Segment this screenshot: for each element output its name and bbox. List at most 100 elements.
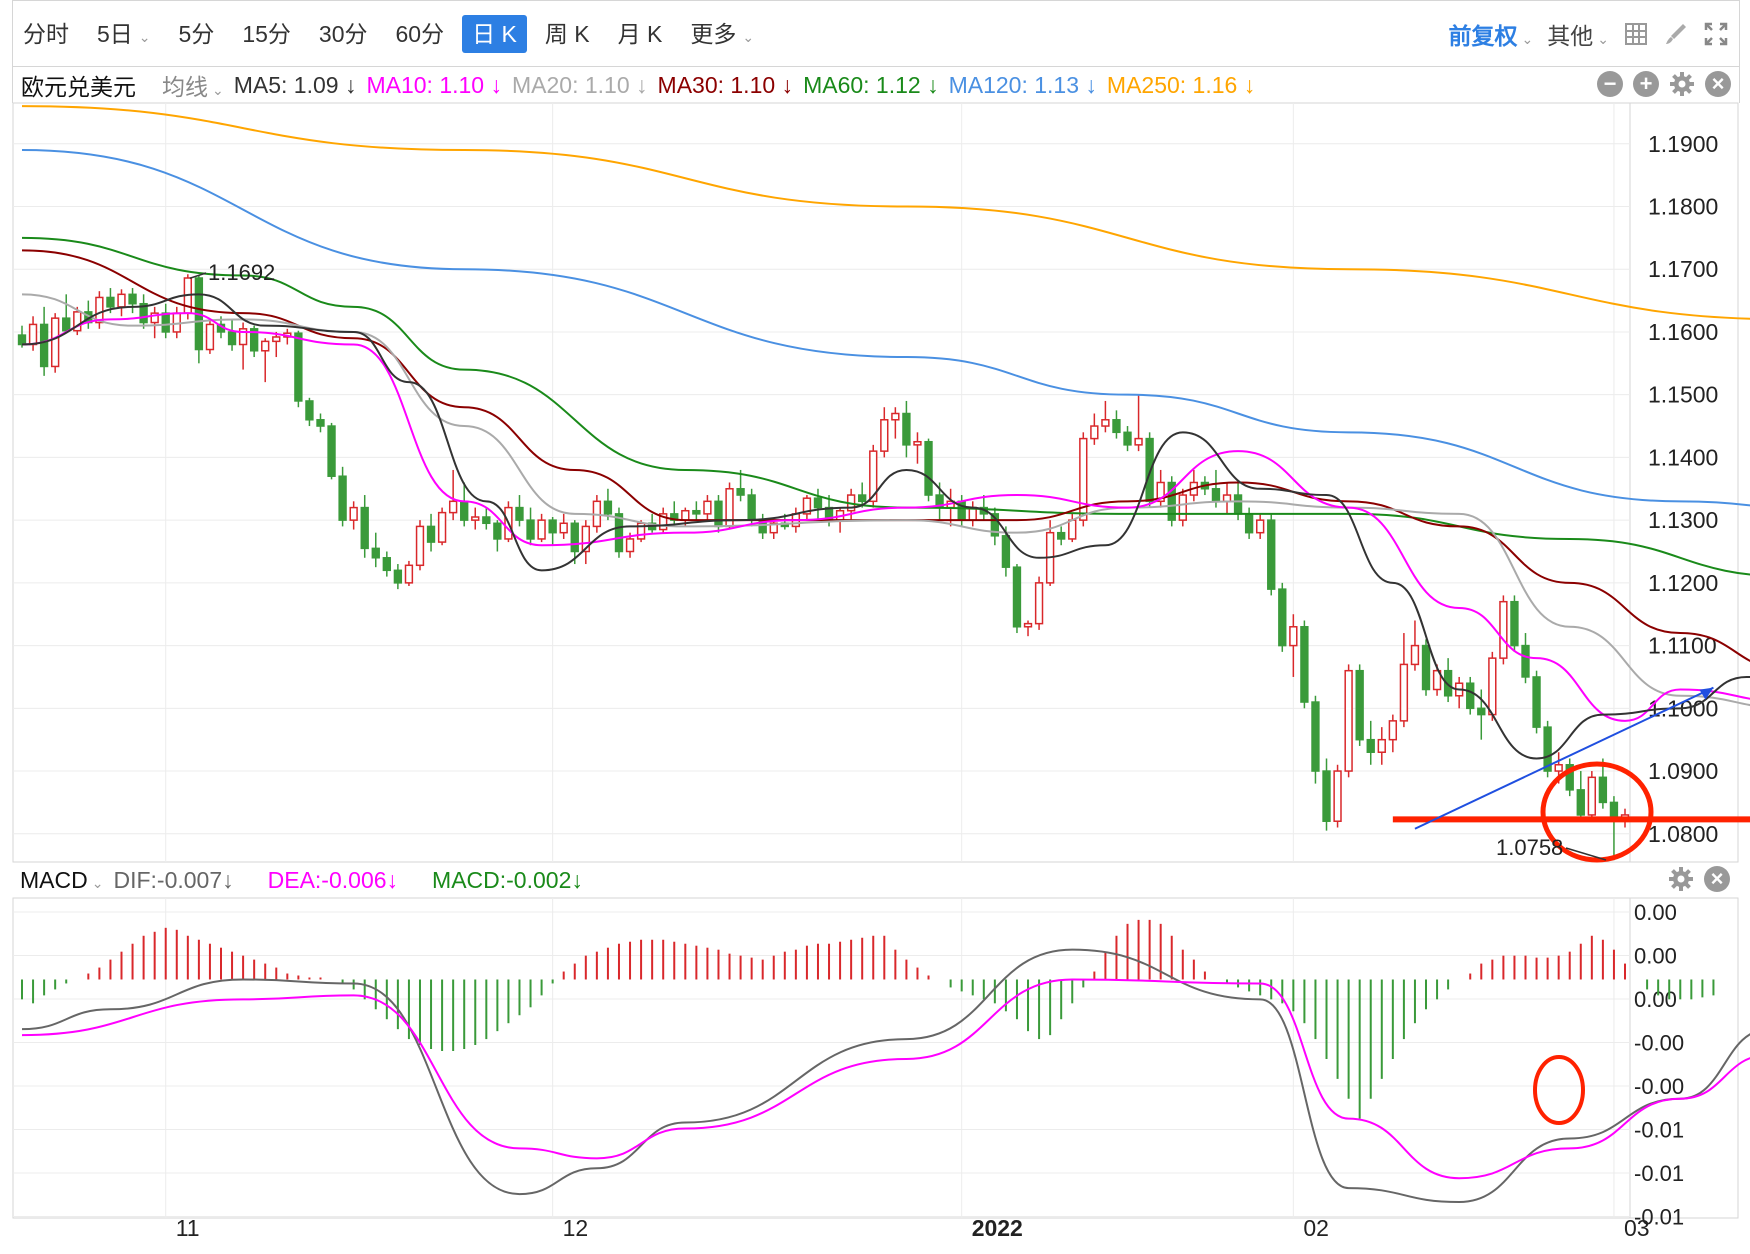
candle-body	[515, 506, 524, 521]
ma-line-ma30	[21, 249, 1750, 663]
candle-body	[316, 419, 325, 427]
candle-body	[460, 500, 469, 521]
candle-body	[338, 475, 347, 521]
macd-tick-label: -0.01	[1634, 1161, 1684, 1186]
price-tick-label: 1.1500	[1648, 382, 1718, 408]
plus-icon[interactable]: +	[1633, 71, 1659, 97]
candle-body	[1167, 481, 1176, 521]
adjust-dropdown[interactable]: 前复权 ⌄	[1449, 17, 1534, 51]
ma-legend-item: MA120: 1.13 ↓	[948, 71, 1097, 98]
candle-body	[139, 302, 148, 324]
candle-body	[891, 412, 900, 421]
dif-value: DIF:-0.007↓	[113, 866, 234, 893]
candle-body	[548, 519, 557, 534]
dif-line	[21, 948, 1750, 1204]
brush-icon[interactable]	[1663, 21, 1689, 47]
tab-5[interactable]: 60分	[386, 15, 455, 53]
macd-legend: MACD ⌄ DIF:-0.007↓ DEA:-0.006↓ MACD:-0.00…	[12, 862, 1738, 898]
tab-6[interactable]: 日 K	[462, 15, 527, 53]
candle-body	[294, 332, 303, 402]
candle-body	[1034, 582, 1044, 625]
candle-body	[1499, 600, 1508, 659]
tab-label: 30分	[318, 21, 368, 47]
gear-icon[interactable]	[1668, 866, 1694, 892]
ma-line-ma10	[21, 312, 1750, 722]
tab-label: 5日	[97, 21, 133, 47]
tab-4[interactable]: 30分	[309, 15, 378, 53]
candle-body	[161, 312, 170, 333]
candle-body	[305, 400, 314, 421]
candle-body	[1443, 669, 1453, 697]
candle-body	[736, 488, 745, 496]
candle-body	[747, 494, 756, 521]
candle-body	[1289, 626, 1298, 647]
candle-body	[493, 522, 502, 540]
candle-body	[28, 323, 38, 346]
macd-panel-frame	[12, 897, 1739, 1219]
ma-legend: 欧元兑美元 均线 ⌄ MA5: 1.09 ↓ MA10: 1.10 ↓ MA20: 1…	[12, 66, 1740, 103]
candle-body	[1278, 588, 1287, 647]
close-icon[interactable]: ×	[1704, 866, 1730, 892]
fullscreen-icon[interactable]	[1703, 21, 1729, 47]
candle-body	[1410, 644, 1420, 666]
candle-body	[1432, 669, 1442, 691]
tab-label: 60分	[395, 21, 445, 47]
candle-body	[371, 547, 380, 559]
price-tick-label: 1.0900	[1648, 758, 1718, 784]
price-tick-label: 1.1700	[1648, 256, 1718, 282]
tab-1[interactable]: 5日 ⌄	[87, 15, 161, 53]
price-tick-label: 1.1900	[1648, 131, 1718, 157]
x-tick-label: 2022	[972, 1215, 1023, 1241]
price-tick-label: 1.1600	[1648, 319, 1718, 345]
candle-body	[1001, 535, 1011, 568]
candle-body	[1510, 600, 1519, 647]
candle-body	[1068, 519, 1077, 540]
grid-icon[interactable]	[1623, 21, 1649, 47]
tab-9[interactable]: 更多 ⌄	[680, 15, 764, 53]
gear-icon[interactable]	[1669, 71, 1695, 97]
candle-body	[426, 525, 436, 543]
candle-body	[1388, 720, 1398, 741]
candle-body	[437, 511, 447, 543]
line-type-dropdown[interactable]: 均线 ⌄	[162, 68, 224, 102]
candle-body	[1399, 663, 1409, 722]
candle-body	[802, 497, 812, 515]
macd-name: MACD	[20, 866, 88, 893]
candle-body	[1244, 513, 1254, 534]
candle-body	[382, 557, 391, 572]
high-price-arrow	[189, 272, 207, 279]
high-price-label: 1.1692	[208, 260, 275, 285]
close-icon[interactable]: ×	[1705, 71, 1731, 97]
tab-2[interactable]: 5分	[169, 15, 225, 53]
ma-legend-item: MA60: 1.12 ↓	[803, 71, 939, 98]
candle-body	[73, 311, 82, 332]
candle-body	[39, 323, 49, 368]
price-tick-label: 1.1400	[1648, 444, 1718, 470]
macd-tick-label: 0.00	[1634, 944, 1677, 969]
chevron-down-icon: ⌄	[212, 82, 224, 98]
candle-body	[360, 506, 369, 550]
tab-0[interactable]: 分时	[13, 15, 79, 53]
candle-body	[880, 419, 889, 452]
tab-8[interactable]: 月 K	[608, 15, 673, 53]
other-dropdown[interactable]: 其他 ⌄	[1547, 17, 1609, 51]
candle-body	[603, 500, 613, 515]
candle-body	[990, 513, 1000, 537]
chevron-down-icon: ⌄	[1521, 31, 1534, 47]
candle-body	[1211, 488, 1221, 503]
candle-body	[249, 328, 259, 352]
macd-indicator-dropdown[interactable]: MACD ⌄	[12, 867, 103, 894]
tab-3[interactable]: 15分	[232, 15, 301, 53]
tab-7[interactable]: 周 K	[535, 15, 600, 53]
candle-body	[1333, 770, 1342, 822]
candle-body	[1565, 764, 1574, 791]
candle-body	[50, 317, 60, 368]
candle-body	[272, 336, 281, 343]
minus-icon[interactable]: −	[1597, 71, 1623, 97]
low-price-arrow	[1565, 847, 1607, 861]
highlight-circle	[1540, 761, 1654, 863]
dea-value: DEA:-0.006↓	[267, 866, 399, 893]
candle-body	[471, 516, 480, 521]
candle-body	[1256, 519, 1265, 534]
